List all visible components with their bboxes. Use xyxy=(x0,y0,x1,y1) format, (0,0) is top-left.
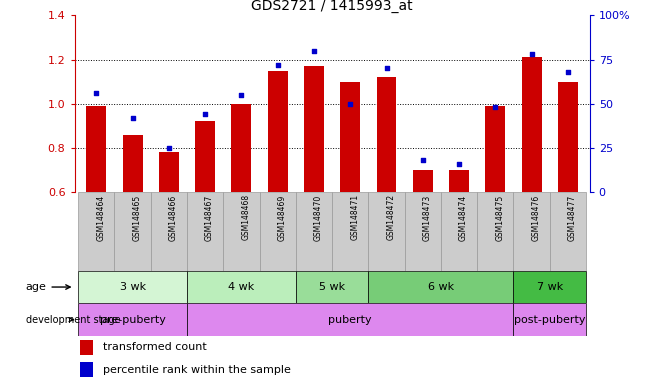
Title: GDS2721 / 1415993_at: GDS2721 / 1415993_at xyxy=(251,0,413,13)
Text: GSM148473: GSM148473 xyxy=(422,194,432,241)
Bar xyxy=(78,303,187,336)
Text: age: age xyxy=(25,282,70,292)
Text: GSM148464: GSM148464 xyxy=(97,194,105,241)
Bar xyxy=(78,271,187,303)
Bar xyxy=(332,192,368,271)
Text: GSM148465: GSM148465 xyxy=(133,194,141,241)
Bar xyxy=(151,192,187,271)
Text: 3 wk: 3 wk xyxy=(119,282,146,292)
Text: GSM148474: GSM148474 xyxy=(459,194,468,241)
Point xyxy=(526,51,537,57)
Text: 5 wk: 5 wk xyxy=(319,282,345,292)
Bar xyxy=(86,106,106,192)
Text: transformed count: transformed count xyxy=(103,343,207,353)
Bar xyxy=(413,170,433,192)
Bar xyxy=(368,271,513,303)
Bar xyxy=(376,77,397,192)
Bar xyxy=(187,303,513,336)
Bar xyxy=(187,192,224,271)
Bar xyxy=(159,152,179,192)
Point xyxy=(237,92,247,98)
Bar xyxy=(550,192,586,271)
Bar xyxy=(80,341,93,354)
Bar xyxy=(477,192,513,271)
Bar xyxy=(513,192,550,271)
Point xyxy=(164,145,174,151)
Point xyxy=(200,111,211,118)
Text: GSM148469: GSM148469 xyxy=(278,194,286,241)
Point xyxy=(454,161,464,167)
Text: 4 wk: 4 wk xyxy=(228,282,255,292)
Bar xyxy=(296,271,368,303)
Bar xyxy=(304,66,324,192)
Bar xyxy=(122,135,143,192)
Bar xyxy=(449,170,469,192)
Point xyxy=(91,90,102,96)
Bar xyxy=(296,192,332,271)
Point xyxy=(490,104,500,110)
Point xyxy=(417,157,428,163)
Point xyxy=(381,65,391,71)
Text: GSM148475: GSM148475 xyxy=(495,194,504,241)
Bar xyxy=(195,121,215,192)
Text: 6 wk: 6 wk xyxy=(428,282,454,292)
Text: GSM148467: GSM148467 xyxy=(205,194,214,241)
Text: 7 wk: 7 wk xyxy=(537,282,563,292)
Text: GSM148470: GSM148470 xyxy=(314,194,323,241)
Text: GSM148471: GSM148471 xyxy=(350,194,359,240)
Point xyxy=(345,101,355,107)
Text: puberty: puberty xyxy=(329,314,372,325)
Bar xyxy=(522,57,542,192)
Bar xyxy=(513,303,586,336)
Bar xyxy=(404,192,441,271)
Text: GSM148468: GSM148468 xyxy=(242,194,250,240)
Bar xyxy=(368,192,404,271)
Bar xyxy=(187,271,296,303)
Bar xyxy=(224,192,260,271)
Point xyxy=(309,48,319,54)
Bar xyxy=(260,192,296,271)
Bar xyxy=(231,104,251,192)
Bar xyxy=(340,81,360,192)
Point xyxy=(273,62,283,68)
Text: GSM148472: GSM148472 xyxy=(386,194,395,240)
Bar xyxy=(115,192,151,271)
Bar xyxy=(441,192,477,271)
Text: percentile rank within the sample: percentile rank within the sample xyxy=(103,364,291,374)
Text: GSM148476: GSM148476 xyxy=(531,194,540,241)
Point xyxy=(562,69,573,75)
Text: GSM148466: GSM148466 xyxy=(169,194,178,241)
Text: GSM148477: GSM148477 xyxy=(568,194,577,241)
Bar xyxy=(268,71,288,192)
Text: post-puberty: post-puberty xyxy=(514,314,586,325)
Bar xyxy=(485,106,505,192)
Bar xyxy=(513,271,586,303)
Text: pre-puberty: pre-puberty xyxy=(100,314,165,325)
Bar xyxy=(558,81,578,192)
Bar xyxy=(78,192,115,271)
Bar xyxy=(80,362,93,377)
Point xyxy=(128,115,138,121)
Text: development stage: development stage xyxy=(25,314,121,325)
